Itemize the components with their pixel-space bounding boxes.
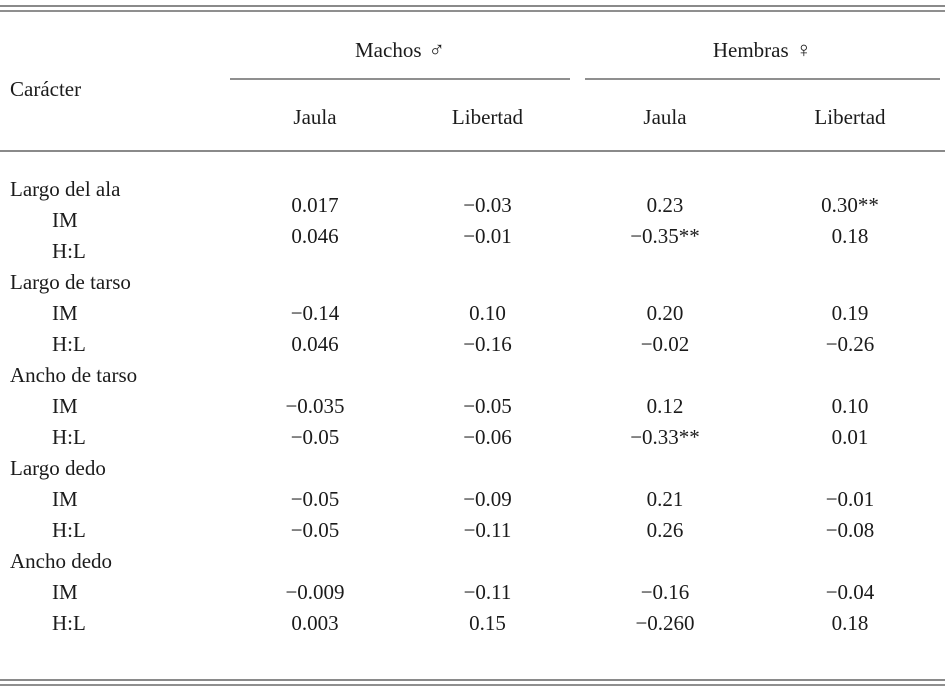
table-cell: −0.14 xyxy=(290,301,340,325)
hembras-spanner-rule xyxy=(585,78,940,80)
table-cell: 0.18 xyxy=(831,224,869,248)
machos-spanner-rule xyxy=(230,78,570,80)
row-label: IM xyxy=(52,580,78,604)
row-label: H:L xyxy=(52,611,86,635)
table-cell: 0.19 xyxy=(831,301,869,325)
table-cell: −0.009 xyxy=(285,580,345,604)
column-header-jaula-machos: Jaula xyxy=(293,105,337,129)
table-cell: −0.02 xyxy=(640,332,690,356)
group-label: Largo dedo xyxy=(10,456,106,480)
table-cell: 0.26 xyxy=(646,518,684,542)
table-body: Largo del ala IM 0.017 −0.03 0.23 0.30**… xyxy=(0,152,945,639)
table-cell: −0.33** xyxy=(630,425,700,449)
table-cell: −0.08 xyxy=(825,518,875,542)
table-cell: 0.20 xyxy=(646,301,684,325)
table-cell: 0.21 xyxy=(646,487,684,511)
table-cell: 0.15 xyxy=(469,611,506,635)
table-row: Ancho dedo xyxy=(0,546,945,577)
group-label: Ancho de tarso xyxy=(10,363,138,387)
row-label: H:L xyxy=(52,332,86,356)
column-header-libertad-machos: Libertad xyxy=(451,105,524,129)
table-cell: −0.11 xyxy=(463,580,512,604)
table-cell: 0.30** xyxy=(821,193,879,217)
table-cell: −0.01 xyxy=(825,487,875,511)
row-label: H:L xyxy=(52,518,86,542)
male-symbol: ♂ xyxy=(428,37,446,62)
table-row: H:L 0.046 −0.16 −0.02 −0.26 xyxy=(0,329,945,360)
table-row: H:L 0.003 0.15 −0.260 0.18 xyxy=(0,608,945,639)
group-label: Ancho dedo xyxy=(10,549,113,573)
table-cell: 0.046 xyxy=(291,224,339,248)
table-row: IM −0.035 −0.05 0.12 0.10 xyxy=(0,391,945,422)
bottom-rule xyxy=(0,679,945,686)
table-cell: −0.01 xyxy=(463,224,512,248)
table-row: IM 0.017 −0.03 0.23 0.30** xyxy=(0,193,945,236)
header-rule xyxy=(0,150,945,152)
table-cell: 0.017 xyxy=(291,193,339,217)
table-cell: 0.12 xyxy=(646,394,684,418)
table-cell: −0.11 xyxy=(463,518,512,542)
paper-table: Carácter Machos ♂ Hembras ♀ Jaula Libertad… xyxy=(0,5,945,700)
row-label: IM xyxy=(52,208,78,232)
table-row: H:L −0.05 −0.11 0.26 −0.08 xyxy=(0,515,945,546)
row-label: IM xyxy=(52,301,78,325)
table-cell: 0.01 xyxy=(831,425,869,449)
table-cell: −0.260 xyxy=(635,611,695,635)
table-row: H:L 0.046 −0.01 −0.35** 0.18 xyxy=(0,224,945,267)
table-row: Largo de tarso xyxy=(0,267,945,298)
table-row: Largo dedo xyxy=(0,453,945,484)
row-label: IM xyxy=(52,394,78,418)
table-cell: −0.05 xyxy=(463,394,512,418)
table-cell: −0.16 xyxy=(463,332,512,356)
table-cell: −0.05 xyxy=(290,425,340,449)
group-label: Largo del ala xyxy=(10,177,121,201)
column-header-caracter: Carácter xyxy=(10,77,82,101)
group-label: Largo de tarso xyxy=(10,270,131,294)
female-symbol: ♀ xyxy=(795,37,813,62)
column-group-machos: Machos ♂ xyxy=(230,34,570,65)
table-row: IM −0.05 −0.09 0.21 −0.01 xyxy=(0,484,945,515)
table-cell: 0.23 xyxy=(646,193,684,217)
table-cell: −0.35** xyxy=(630,224,700,248)
row-label: IM xyxy=(52,487,78,511)
machos-label: Machos xyxy=(355,38,422,62)
table-cell: 0.003 xyxy=(291,611,339,635)
column-header-libertad-hembras: Libertad xyxy=(814,105,886,129)
row-label: H:L xyxy=(52,425,86,449)
table-row: Ancho de tarso xyxy=(0,360,945,391)
table-cell: 0.10 xyxy=(469,301,506,325)
table-cell: −0.04 xyxy=(825,580,875,604)
table-cell: 0.10 xyxy=(831,394,869,418)
column-group-hembras: Hembras ♀ xyxy=(585,34,940,65)
table-row: Largo del ala xyxy=(0,174,945,205)
table-cell: −0.05 xyxy=(290,518,340,542)
table-cell: −0.05 xyxy=(290,487,340,511)
table-cell: 0.18 xyxy=(831,611,869,635)
table-row: IM −0.009 −0.11 −0.16 −0.04 xyxy=(0,577,945,608)
table-cell: 0.046 xyxy=(291,332,339,356)
table-header: Carácter Machos ♂ Hembras ♀ Jaula Libertad… xyxy=(0,12,945,150)
table-row: H:L −0.05 −0.06 −0.33** 0.01 xyxy=(0,422,945,453)
row-label: H:L xyxy=(52,239,86,263)
table-cell: −0.035 xyxy=(285,394,345,418)
table-cell: −0.09 xyxy=(463,487,512,511)
column-header-jaula-hembras: Jaula xyxy=(643,105,687,129)
table-cell: −0.16 xyxy=(640,580,690,604)
table-cell: −0.03 xyxy=(463,193,512,217)
table-row: IM −0.14 0.10 0.20 0.19 xyxy=(0,298,945,329)
top-rule xyxy=(0,5,945,12)
hembras-label: Hembras xyxy=(712,38,789,62)
table-cell: −0.26 xyxy=(825,332,875,356)
table-cell: −0.06 xyxy=(463,425,512,449)
